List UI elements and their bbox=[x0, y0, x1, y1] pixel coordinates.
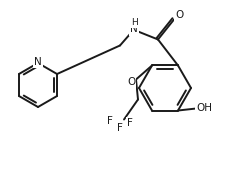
Text: O: O bbox=[127, 78, 135, 88]
Text: H: H bbox=[131, 18, 137, 27]
Text: OH: OH bbox=[196, 103, 212, 112]
Text: N: N bbox=[130, 25, 138, 34]
Text: F: F bbox=[127, 119, 133, 129]
Text: O: O bbox=[175, 11, 183, 20]
Text: F: F bbox=[107, 116, 113, 126]
Text: N: N bbox=[34, 57, 42, 67]
Text: F: F bbox=[117, 124, 123, 134]
